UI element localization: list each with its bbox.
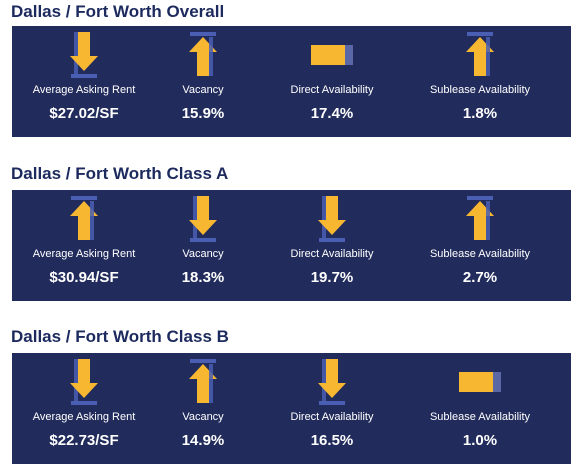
arrow-down-icon bbox=[315, 196, 349, 242]
metric-value: $22.73/SF bbox=[49, 432, 119, 449]
metric-label: Average Asking Rent bbox=[32, 411, 136, 423]
arrow-up-icon bbox=[463, 196, 497, 242]
metric-label: Sublease Availability bbox=[429, 411, 531, 423]
section-title-class-a: Dallas / Fort Worth Class A bbox=[11, 164, 229, 183]
metric-value: 2.7% bbox=[462, 269, 498, 286]
metric-value: 1.0% bbox=[462, 432, 498, 449]
metric-sublease-availability: Sublease Availability 1.8% bbox=[410, 26, 550, 137]
metric-sublease-availability: Sublease Availability 2.7% bbox=[410, 190, 550, 301]
section-title-class-b: Dallas / Fort Worth Class B bbox=[11, 327, 229, 346]
metric-label: Direct Availability bbox=[290, 411, 374, 423]
metric-average-asking-rent: Average Asking Rent $22.73/SF bbox=[14, 353, 154, 464]
arrow-up-icon bbox=[186, 32, 220, 78]
metric-direct-availability: Direct Availability 16.5% bbox=[262, 353, 402, 464]
metric-label: Vacancy bbox=[182, 84, 224, 96]
metric-label: Direct Availability bbox=[290, 84, 374, 96]
metric-value: 17.4% bbox=[310, 105, 354, 122]
metrics-panel-class-a: Average Asking Rent $30.94/SF Vacancy 18… bbox=[12, 190, 571, 301]
flat-icon bbox=[309, 32, 355, 78]
metric-value: 1.8% bbox=[462, 105, 498, 122]
metric-label: Direct Availability bbox=[290, 248, 374, 260]
metric-label: Vacancy bbox=[182, 411, 224, 423]
arrow-up-icon bbox=[186, 359, 220, 405]
metric-average-asking-rent: Average Asking Rent $30.94/SF bbox=[14, 190, 154, 301]
metric-vacancy: Vacancy 15.9% bbox=[133, 26, 273, 137]
metric-value: 19.7% bbox=[310, 269, 354, 286]
metric-label: Average Asking Rent bbox=[32, 84, 136, 96]
metrics-panel-overall: Average Asking Rent $27.02/SF Vacancy 15… bbox=[12, 26, 571, 137]
metric-direct-availability: Direct Availability 17.4% bbox=[262, 26, 402, 137]
metric-sublease-availability: Sublease Availability 1.0% bbox=[410, 353, 550, 464]
metric-vacancy: Vacancy 14.9% bbox=[133, 353, 273, 464]
arrow-down-icon bbox=[67, 32, 101, 78]
metric-label: Sublease Availability bbox=[429, 84, 531, 96]
metric-label: Average Asking Rent bbox=[32, 248, 136, 260]
metric-label: Vacancy bbox=[182, 248, 224, 260]
metric-value: 18.3% bbox=[181, 269, 225, 286]
metric-average-asking-rent: Average Asking Rent $27.02/SF bbox=[14, 26, 154, 137]
arrow-down-icon bbox=[67, 359, 101, 405]
metric-direct-availability: Direct Availability 19.7% bbox=[262, 190, 402, 301]
section-title-overall: Dallas / Fort Worth Overall bbox=[11, 2, 225, 21]
metric-value: 16.5% bbox=[310, 432, 354, 449]
flat-icon bbox=[457, 359, 503, 405]
arrow-up-icon bbox=[67, 196, 101, 242]
metric-value: 15.9% bbox=[181, 105, 225, 122]
metric-value: 14.9% bbox=[181, 432, 225, 449]
arrow-up-icon bbox=[463, 32, 497, 78]
metric-label: Sublease Availability bbox=[429, 248, 531, 260]
arrow-down-icon bbox=[186, 196, 220, 242]
metric-value: $30.94/SF bbox=[49, 269, 119, 286]
arrow-down-icon bbox=[315, 359, 349, 405]
metric-vacancy: Vacancy 18.3% bbox=[133, 190, 273, 301]
metric-value: $27.02/SF bbox=[49, 105, 119, 122]
metrics-panel-class-b: Average Asking Rent $22.73/SF Vacancy 14… bbox=[12, 353, 571, 464]
